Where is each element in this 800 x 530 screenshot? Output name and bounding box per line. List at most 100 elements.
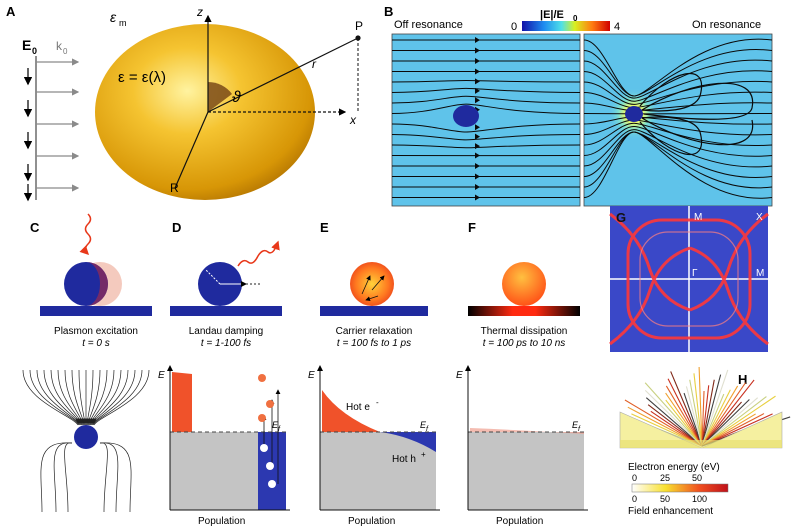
r-label: r xyxy=(312,57,317,71)
streamline-off-arrow xyxy=(475,37,480,43)
hot-hole-sup: + xyxy=(421,450,426,459)
particle-off xyxy=(453,105,479,127)
substrate-e xyxy=(320,306,428,316)
theta-label: ϑ xyxy=(232,89,242,106)
streamline-off-arrow xyxy=(475,87,480,94)
panel-g: G M X Γ M xyxy=(609,206,769,352)
title-d: Landau damping xyxy=(189,326,264,337)
streamlines-off xyxy=(391,37,581,201)
hot-electron-distribution xyxy=(322,390,380,432)
incident-wave-arrows xyxy=(23,56,80,202)
g-label-m2: M xyxy=(756,268,764,279)
streamline-off-arrow xyxy=(475,194,480,201)
electron-trajectory xyxy=(627,406,703,447)
electron-trajectory xyxy=(701,389,731,447)
time-e: t = 100 fs to 1 ps xyxy=(337,338,411,349)
panel-c: C Plasmon excitation t = 0 s xyxy=(30,213,152,349)
streamline-off-arrow xyxy=(475,152,480,159)
electron-trajectory xyxy=(624,399,703,447)
electron-trajectory xyxy=(701,396,767,447)
electron-trajectory xyxy=(644,389,703,447)
carrier-arrow-1 xyxy=(361,275,371,295)
photon-icon xyxy=(79,213,92,256)
point-p-label: P xyxy=(355,19,363,33)
electron-trajectory xyxy=(647,404,703,447)
electron-trajectory xyxy=(701,379,715,447)
electron-trajectory xyxy=(665,385,703,447)
epsilon-lambda-label: ε = ε(λ) xyxy=(118,69,166,86)
streamline-off xyxy=(391,134,581,141)
streamline-off-arrow xyxy=(475,133,480,140)
field-tick-50: 50 xyxy=(660,494,670,504)
electron-trajectory xyxy=(689,379,703,447)
near-field-line xyxy=(36,369,81,426)
near-field-loop xyxy=(53,442,73,513)
field-enhancement-label: Field enhancement xyxy=(628,506,713,517)
h-colorbar xyxy=(631,483,729,493)
streamline-loop xyxy=(639,72,703,112)
electron-trajectory xyxy=(665,392,703,447)
time-d: t = 1-100 fs xyxy=(201,338,251,349)
panel-letter-c: C xyxy=(30,220,40,235)
streamline-off xyxy=(391,103,581,114)
fermi-sub-f: f xyxy=(578,426,581,433)
electron-trajectories xyxy=(624,367,791,447)
fermi-surface-inner xyxy=(639,231,739,327)
substrate-c xyxy=(40,306,152,316)
filled-states-f xyxy=(468,432,584,510)
colorbar-min: 0 xyxy=(511,21,517,33)
near-field-line xyxy=(64,369,84,426)
fermi-label-d: E xyxy=(272,420,279,430)
colorbar xyxy=(522,21,610,31)
streamline-on xyxy=(583,59,773,99)
particle-e xyxy=(350,262,394,306)
streamline-off-arrow xyxy=(475,173,480,180)
streamline-on xyxy=(583,48,773,97)
gold-nanoparticle xyxy=(95,24,315,200)
hot-electron-sup: - xyxy=(376,398,379,407)
population-label-f: Population xyxy=(496,516,543,527)
population-label-e: Population xyxy=(348,516,395,527)
fermi-surface xyxy=(609,212,769,346)
electron-trajectory xyxy=(667,378,703,447)
carrier-arrow-2 xyxy=(371,275,385,291)
off-resonance-label: Off resonance xyxy=(394,19,463,31)
title-c: Plasmon excitation xyxy=(54,326,138,337)
electron-energy-label: Electron energy (eV) xyxy=(628,462,720,473)
streamlines-on xyxy=(583,38,773,199)
fermi-sub-d: f xyxy=(278,426,281,433)
streamline-on xyxy=(583,125,773,157)
electron-trajectory xyxy=(665,399,703,447)
electron-trajectory xyxy=(701,395,776,447)
panel-e: E Carrier relaxation t = 100 fs to 1 ps xyxy=(320,220,428,349)
near-field-lines xyxy=(22,369,150,513)
electron-trajectory xyxy=(670,371,703,447)
near-field-line xyxy=(92,369,143,426)
filled-states-e xyxy=(320,432,436,510)
energy-tick-0: 0 xyxy=(632,473,637,483)
panel-letter-h: H xyxy=(738,372,747,387)
field-tick-100: 100 xyxy=(692,494,707,504)
streamline-off xyxy=(391,144,581,149)
electron-trajectory xyxy=(701,393,725,447)
electron-trajectory xyxy=(701,374,722,447)
streamline-off-arrow xyxy=(475,184,480,190)
particle-c xyxy=(64,262,108,306)
panel-b: B Off resonance On resonance |E|/E 0 0 4 xyxy=(384,4,773,207)
particle-near-field xyxy=(74,425,98,449)
near-field-line xyxy=(50,369,82,426)
near-field-line xyxy=(57,369,83,426)
streamline-off-arrow xyxy=(475,163,480,169)
e-axis-label-d: E xyxy=(158,370,165,381)
particle-f xyxy=(502,262,546,306)
energy-tick-25: 25 xyxy=(660,473,670,483)
substrate-f xyxy=(468,306,580,316)
e-axis-label-f: E xyxy=(456,370,463,381)
hot-electron-band-d xyxy=(172,372,192,432)
streamline-on xyxy=(583,122,773,147)
k0-label: k xyxy=(56,39,63,53)
panel-d: D Landau damping t = 1-100 fs xyxy=(170,220,282,349)
substrate-d xyxy=(170,306,282,316)
near-field-line xyxy=(93,369,150,426)
emitted-photon-icon xyxy=(237,240,280,267)
